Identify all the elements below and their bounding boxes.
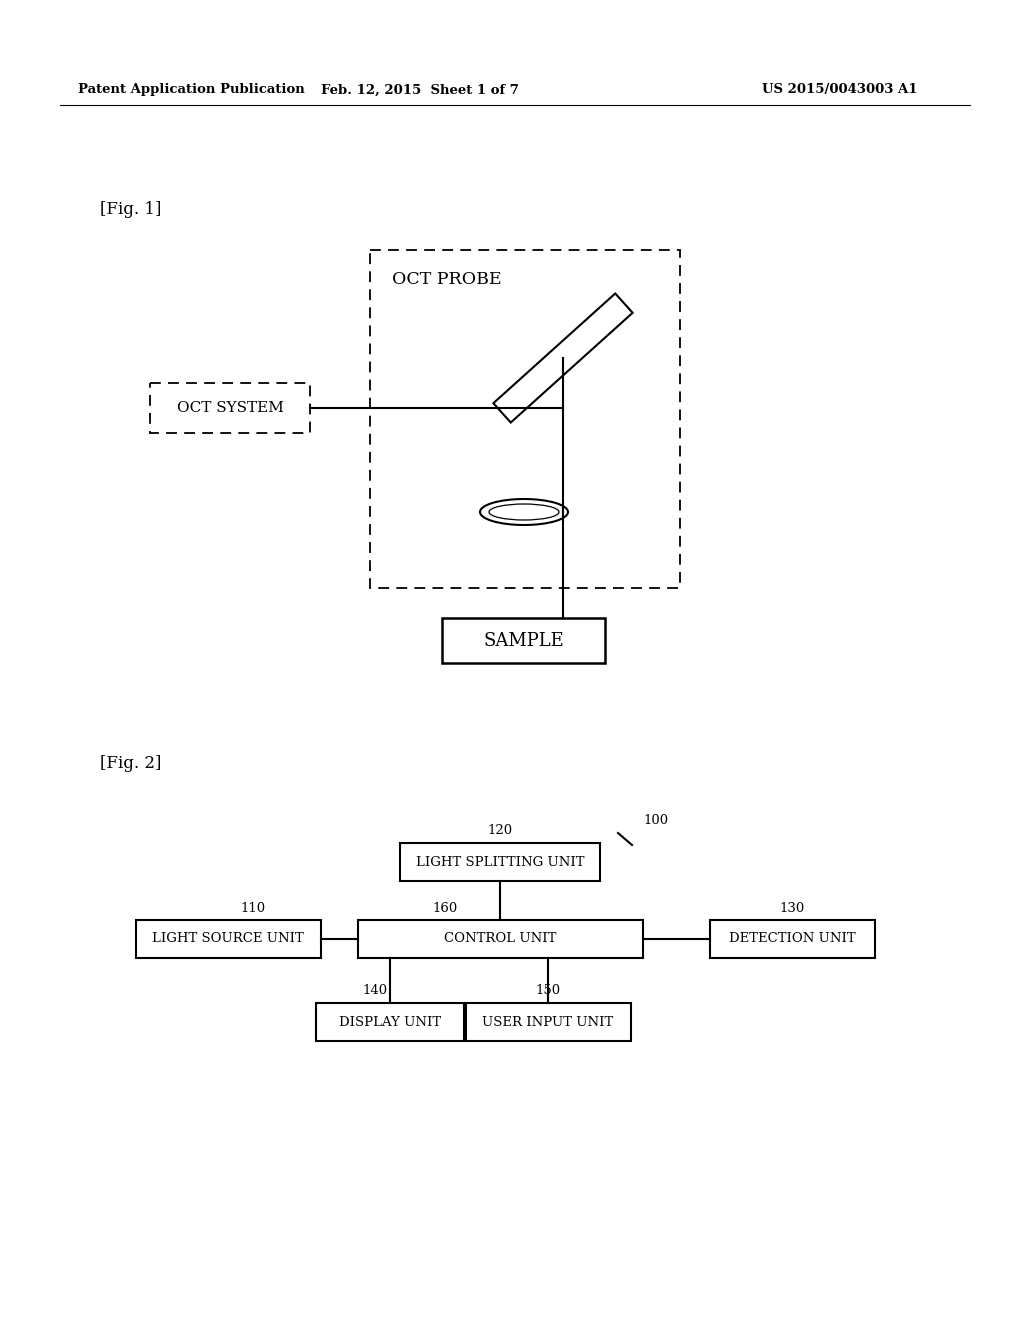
Bar [466,1003,631,1041]
Text: 100: 100 [643,813,668,826]
Bar [710,920,874,958]
Text: 140: 140 [362,985,387,998]
Text: OCT PROBE: OCT PROBE [392,272,502,289]
Text: CONTROL UNIT: CONTROL UNIT [443,932,556,945]
Text: 160: 160 [432,902,458,915]
Text: [Fig. 1]: [Fig. 1] [100,202,162,219]
Text: Feb. 12, 2015  Sheet 1 of 7: Feb. 12, 2015 Sheet 1 of 7 [322,83,519,96]
Text: SAMPLE: SAMPLE [483,631,564,649]
Text: LIGHT SOURCE UNIT: LIGHT SOURCE UNIT [153,932,304,945]
Text: OCT SYSTEM: OCT SYSTEM [176,401,284,414]
Text: Patent Application Publication: Patent Application Publication [78,83,305,96]
Text: 150: 150 [536,985,560,998]
Text: DISPLAY UNIT: DISPLAY UNIT [339,1015,441,1028]
Text: DETECTION UNIT: DETECTION UNIT [729,932,855,945]
Text: USER INPUT UNIT: USER INPUT UNIT [482,1015,613,1028]
Text: 110: 110 [241,902,265,915]
Bar [135,920,321,958]
Bar [400,843,600,880]
Bar [316,1003,464,1041]
Text: 120: 120 [487,825,513,837]
Text: LIGHT SPLITTING UNIT: LIGHT SPLITTING UNIT [416,855,585,869]
Text: 130: 130 [779,902,805,915]
Text: [Fig. 2]: [Fig. 2] [100,755,162,771]
Bar [357,920,642,958]
Text: US 2015/0043003 A1: US 2015/0043003 A1 [762,83,918,96]
